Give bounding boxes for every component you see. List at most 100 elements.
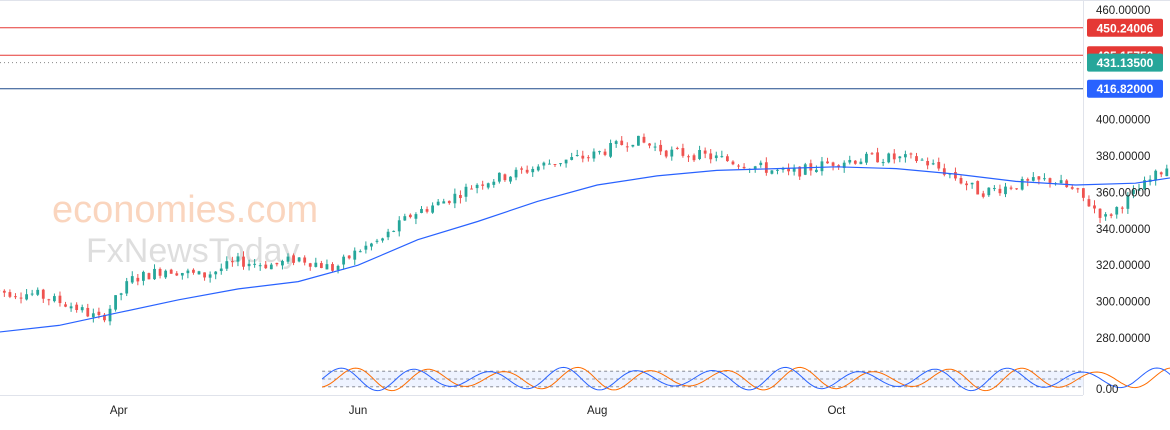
- candle-body: [642, 136, 646, 143]
- candle-body: [308, 263, 312, 267]
- price-level-tag: [1087, 79, 1163, 98]
- candle-body: [614, 141, 618, 144]
- price-axis[interactable]: 280.00000 300.00000 320.00000 340.00000 360.…: [1096, 5, 1150, 345]
- candle-body: [442, 201, 446, 204]
- y-tick-label: 340.00000: [1096, 224, 1150, 236]
- candle-body: [837, 165, 841, 167]
- price-level-lines: [0, 27, 1083, 90]
- candle-body: [1104, 214, 1108, 217]
- candle-body: [125, 281, 129, 294]
- candle-body: [242, 256, 245, 267]
- candle-body: [314, 262, 318, 267]
- candle-body: [486, 183, 490, 188]
- candle-body: [75, 304, 79, 311]
- candle-body: [820, 161, 824, 172]
- candle-body: [931, 163, 935, 165]
- candle-body: [870, 153, 874, 155]
- candle-body: [375, 240, 379, 242]
- candle-body: [675, 147, 679, 149]
- candle-body: [1126, 195, 1130, 209]
- candle-body: [514, 169, 518, 178]
- y-tick-label: 400.00000: [1096, 114, 1150, 126]
- candle-body: [592, 151, 596, 159]
- candle-body: [598, 151, 601, 153]
- candle-body: [475, 184, 479, 189]
- candle-body: [180, 272, 184, 276]
- price-level-tag: [1087, 18, 1163, 37]
- candle-body: [898, 156, 902, 159]
- candle-body: [603, 151, 607, 155]
- candle-body: [80, 307, 84, 311]
- candle-body: [453, 193, 457, 204]
- candle-body: [19, 297, 23, 299]
- stochastic-d-line: [321, 366, 1170, 392]
- candle-body: [459, 195, 462, 199]
- candle-body: [1115, 207, 1119, 215]
- candle-body: [25, 294, 28, 300]
- candle-body: [848, 159, 852, 163]
- candle-body: [103, 314, 106, 321]
- candle-body: [269, 264, 273, 270]
- candle-body: [770, 170, 774, 174]
- stochastic-panel: 0.00: [321, 366, 1170, 396]
- candle-body: [1087, 199, 1091, 207]
- candle-body: [197, 271, 201, 275]
- candle-body: [192, 269, 195, 273]
- candle-body: [776, 169, 779, 171]
- candle-body: [1165, 168, 1169, 177]
- candle-body: [564, 159, 568, 164]
- watermark-line2: FxNewsToday: [86, 232, 300, 270]
- candle-body: [1143, 180, 1146, 190]
- candle-body: [759, 162, 763, 166]
- candle-body: [236, 256, 240, 262]
- candle-body: [208, 274, 212, 278]
- candle-body: [214, 271, 218, 275]
- candle-body: [853, 160, 857, 164]
- candle-body: [809, 163, 813, 171]
- candle-body: [909, 153, 913, 155]
- candle-body: [714, 155, 718, 159]
- candle-body: [64, 304, 67, 307]
- candle-body: [41, 289, 45, 299]
- candle-body: [230, 261, 234, 263]
- candle-body: [509, 176, 512, 182]
- candle-body: [1037, 176, 1041, 180]
- candle-body: [1048, 178, 1052, 183]
- watermark: economies.com FxNewsToday: [52, 189, 318, 270]
- candle-body: [1059, 180, 1063, 184]
- candle-body: [726, 156, 729, 162]
- candle-body: [158, 268, 162, 276]
- candle-body: [1159, 172, 1163, 175]
- candle-body: [1031, 177, 1035, 181]
- candle-body: [1004, 186, 1007, 195]
- candle-body: [1154, 170, 1158, 181]
- candle-body: [392, 230, 396, 232]
- candle-body: [225, 261, 229, 269]
- candle-body: [653, 146, 657, 148]
- candle-body: [386, 231, 390, 238]
- candle-body: [764, 162, 768, 173]
- candle-body: [153, 268, 156, 280]
- candle-body: [325, 264, 329, 270]
- moving-average-series: [0, 166, 1170, 333]
- candle-body: [826, 161, 829, 164]
- price-level-tag: [1087, 53, 1163, 72]
- time-axis[interactable]: AprJunAugOct2024MarMayJul: [110, 402, 1170, 417]
- candle-body: [281, 260, 284, 266]
- candle-body: [976, 181, 980, 195]
- candle-body: [14, 296, 17, 298]
- candle-body: [353, 250, 357, 260]
- candle-body: [920, 159, 924, 161]
- x-tick-label: Apr: [110, 405, 128, 417]
- candle-body: [447, 200, 451, 204]
- candle-body: [859, 161, 863, 165]
- candle-body: [586, 157, 590, 159]
- candle-body: [347, 255, 351, 259]
- candle-body: [798, 166, 802, 177]
- candle-body: [659, 144, 663, 152]
- candle-body: [915, 156, 918, 162]
- candle-body: [609, 143, 612, 157]
- candle-body: [481, 184, 485, 186]
- candle-body: [69, 306, 73, 309]
